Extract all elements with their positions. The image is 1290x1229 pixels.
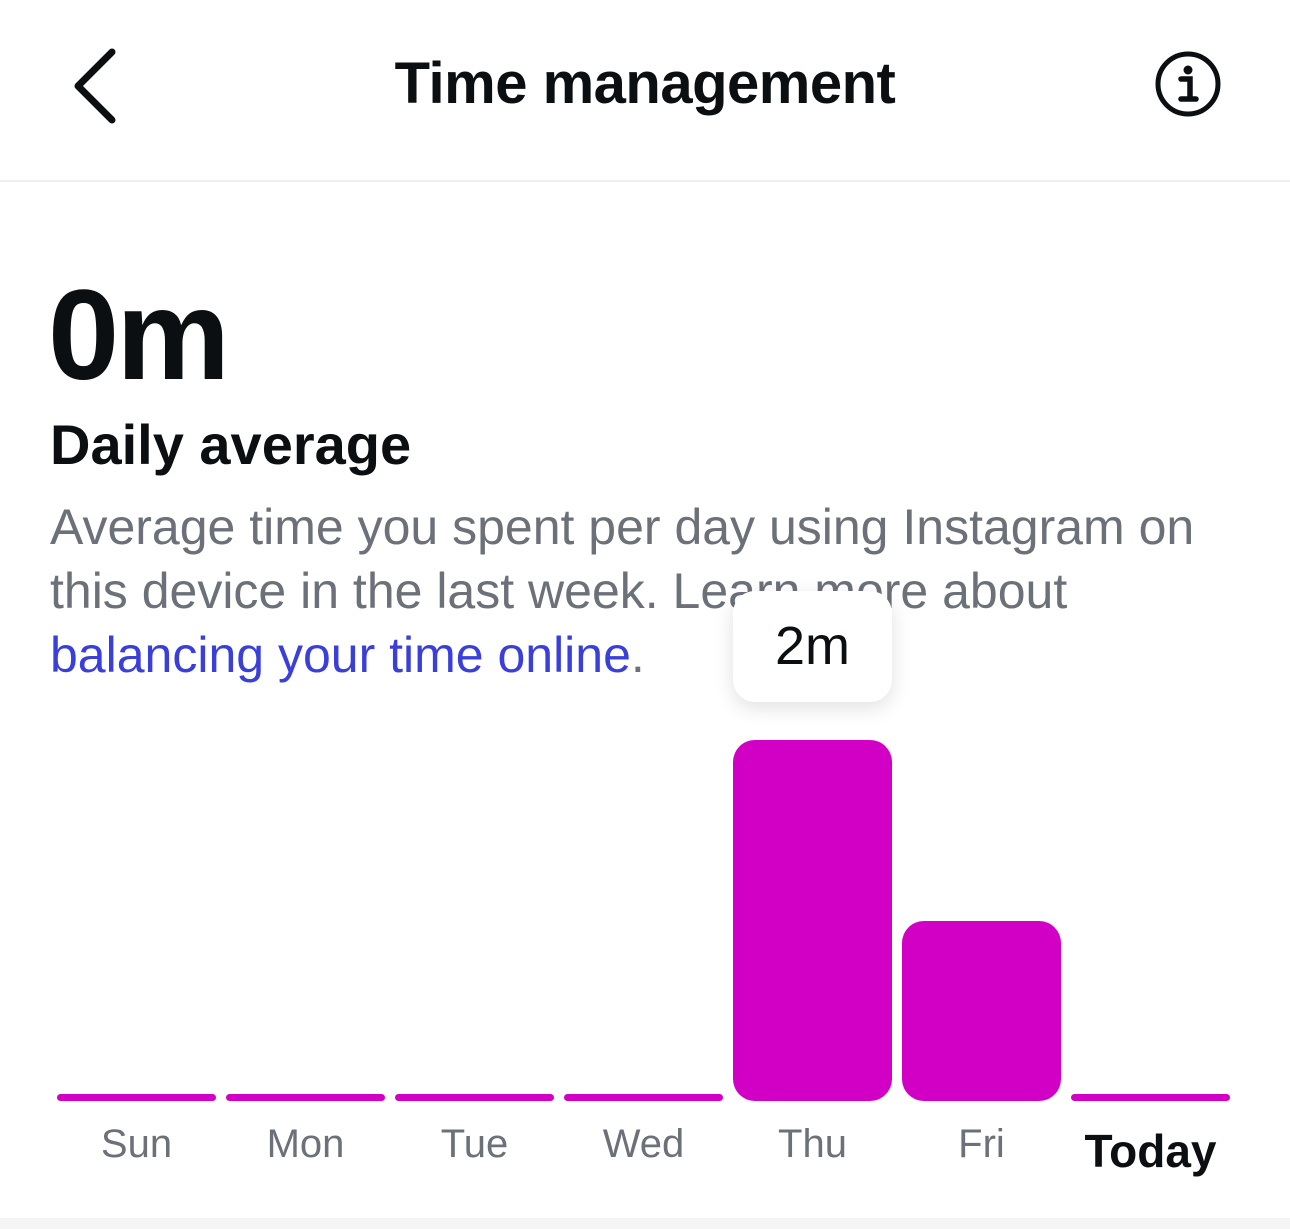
daily-average-heading: Daily average [50, 413, 412, 476]
info-circle-icon[interactable] [1154, 50, 1222, 118]
bar-tue[interactable] [395, 1094, 554, 1101]
learn-more-link[interactable]: balancing your time online [50, 627, 631, 683]
bar-sun[interactable] [57, 1094, 216, 1101]
x-label-fri: Fri [958, 1122, 1005, 1166]
x-label-thu: Thu [778, 1122, 847, 1166]
bar-mon[interactable] [226, 1094, 385, 1101]
description: Average time you spent per day using Ins… [50, 495, 1250, 687]
x-label-wed: Wed [602, 1122, 685, 1166]
page-title: Time management [394, 51, 896, 116]
x-label-today: Today [1084, 1125, 1217, 1177]
description-period: . [630, 627, 645, 683]
x-label-tue: Tue [440, 1122, 509, 1166]
header: Time management [0, 0, 1290, 182]
bar-today[interactable] [1071, 1094, 1230, 1101]
x-label-sun: Sun [100, 1122, 173, 1166]
footer-divider [0, 1218, 1290, 1229]
daily-average-value: 0m [48, 264, 230, 407]
chevron-left-icon[interactable] [66, 46, 126, 126]
bar-fri[interactable] [902, 920, 1061, 1101]
x-label-mon: Mon [266, 1122, 345, 1166]
bar-wed[interactable] [564, 1094, 723, 1101]
bar-tooltip: 2m [733, 591, 892, 702]
description-text: Average time you spent per day using Ins… [50, 499, 1195, 619]
bar-thu[interactable] [733, 740, 892, 1101]
